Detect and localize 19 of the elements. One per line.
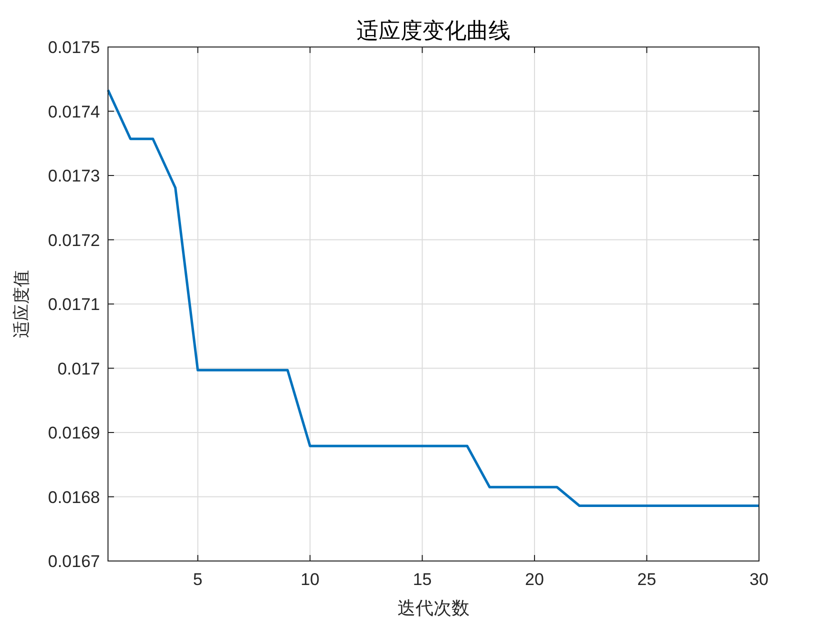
x-tick-label: 5 — [193, 570, 203, 589]
y-tick-label: 0.017 — [57, 359, 100, 378]
y-tick-label: 0.0172 — [48, 230, 100, 250]
y-tick-label: 0.0173 — [48, 166, 100, 186]
y-tick-label: 0.0167 — [48, 552, 100, 571]
y-tick-label: 0.0174 — [48, 102, 100, 122]
x-tick-label: 10 — [300, 570, 320, 589]
y-tick-label: 0.0169 — [48, 424, 100, 442]
line-series — [106, 88, 760, 507]
y-axis-title: 适应度值 — [12, 270, 31, 338]
x-tick-label: 20 — [525, 570, 544, 589]
y-tick-label: 0.0168 — [48, 488, 100, 507]
chart-title: 适应度变化曲线 — [356, 18, 510, 43]
x-tick-label: 30 — [750, 570, 768, 589]
y-tick-label: 0.0171 — [48, 295, 100, 314]
x-axis-title: 迭代次数 — [398, 598, 470, 618]
y-tick-label: 0.0175 — [48, 38, 100, 57]
x-tick-label: 15 — [412, 570, 432, 589]
x-tick-label: 25 — [637, 570, 656, 589]
